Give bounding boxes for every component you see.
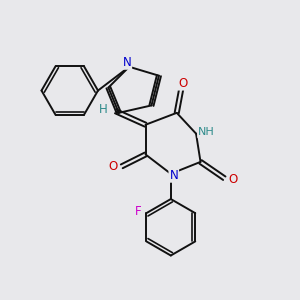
Text: N: N: [169, 169, 178, 182]
Text: F: F: [135, 205, 141, 218]
Text: NH: NH: [198, 127, 215, 137]
Text: H: H: [99, 103, 108, 116]
Text: O: O: [109, 160, 118, 173]
Text: N: N: [122, 56, 131, 69]
Text: O: O: [178, 76, 187, 90]
Text: O: O: [228, 173, 237, 186]
